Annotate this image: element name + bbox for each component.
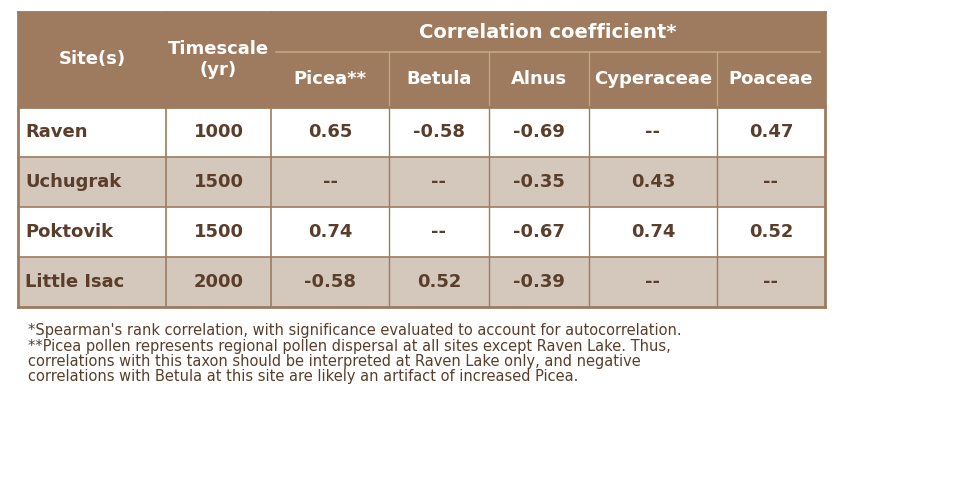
- Bar: [271, 52, 389, 107]
- Text: --: --: [763, 273, 779, 291]
- Text: -0.69: -0.69: [513, 123, 564, 141]
- Bar: [589, 207, 717, 257]
- Text: 0.52: 0.52: [417, 273, 461, 291]
- Bar: [489, 157, 589, 207]
- Text: Picea**: Picea**: [294, 71, 367, 88]
- Text: 0.65: 0.65: [308, 123, 352, 141]
- Bar: [589, 107, 717, 157]
- Text: --: --: [323, 173, 338, 191]
- Bar: [717, 257, 825, 307]
- Bar: [717, 107, 825, 157]
- Text: correlations with this taxon should be interpreted at Raven Lake only, and negat: correlations with this taxon should be i…: [28, 354, 640, 369]
- Text: *Spearman's rank correlation, with significance evaluated to account for autocor: *Spearman's rank correlation, with signi…: [28, 323, 682, 338]
- Text: Cyperaceae: Cyperaceae: [594, 71, 712, 88]
- Text: --: --: [645, 123, 660, 141]
- Bar: [18, 107, 166, 157]
- Text: Alnus: Alnus: [511, 71, 567, 88]
- Bar: [589, 257, 717, 307]
- Bar: [589, 157, 717, 207]
- Bar: [271, 157, 389, 207]
- Bar: [18, 207, 166, 257]
- Text: 0.74: 0.74: [631, 223, 675, 241]
- Text: 0.47: 0.47: [749, 123, 793, 141]
- Bar: [271, 12, 825, 52]
- Text: --: --: [763, 173, 779, 191]
- Text: -0.35: -0.35: [513, 173, 564, 191]
- Text: Correlation coefficient*: Correlation coefficient*: [420, 23, 677, 41]
- Text: 1500: 1500: [194, 223, 244, 241]
- Bar: [717, 157, 825, 207]
- Bar: [717, 207, 825, 257]
- Text: 1000: 1000: [194, 123, 244, 141]
- Bar: [18, 157, 166, 207]
- Bar: [489, 257, 589, 307]
- Bar: [166, 257, 271, 307]
- Text: 0.52: 0.52: [749, 223, 793, 241]
- Text: Raven: Raven: [25, 123, 87, 141]
- Text: Uchugrak: Uchugrak: [25, 173, 121, 191]
- Text: 0.74: 0.74: [308, 223, 352, 241]
- Text: 0.43: 0.43: [631, 173, 675, 191]
- Bar: [271, 257, 389, 307]
- Text: 1500: 1500: [194, 173, 244, 191]
- Text: **Picea pollen represents regional pollen dispersal at all sites except Raven La: **Picea pollen represents regional polle…: [28, 338, 671, 353]
- Bar: [389, 107, 489, 157]
- Bar: [489, 207, 589, 257]
- Bar: [389, 257, 489, 307]
- Text: --: --: [431, 173, 446, 191]
- Text: -0.58: -0.58: [413, 123, 465, 141]
- Text: correlations with Betula at this site are likely an artifact of increased Picea.: correlations with Betula at this site ar…: [28, 370, 578, 384]
- Bar: [271, 107, 389, 157]
- Bar: [389, 52, 489, 107]
- Text: Betula: Betula: [406, 71, 471, 88]
- Text: Poktovik: Poktovik: [25, 223, 113, 241]
- Bar: [389, 157, 489, 207]
- Text: --: --: [431, 223, 446, 241]
- Bar: [489, 107, 589, 157]
- Bar: [389, 207, 489, 257]
- Text: -0.58: -0.58: [304, 273, 356, 291]
- Text: 2000: 2000: [194, 273, 244, 291]
- Bar: [589, 52, 717, 107]
- Bar: [271, 207, 389, 257]
- Text: Site(s): Site(s): [59, 50, 126, 69]
- Bar: [18, 12, 166, 107]
- Text: --: --: [645, 273, 660, 291]
- Text: -0.67: -0.67: [513, 223, 564, 241]
- Bar: [18, 257, 166, 307]
- Text: Little Isac: Little Isac: [25, 273, 124, 291]
- Bar: [166, 157, 271, 207]
- Bar: [166, 207, 271, 257]
- Text: Poaceae: Poaceae: [729, 71, 813, 88]
- Bar: [166, 12, 271, 107]
- Bar: [717, 52, 825, 107]
- Bar: [489, 52, 589, 107]
- Text: -0.39: -0.39: [513, 273, 564, 291]
- Text: Timescale
(yr): Timescale (yr): [168, 40, 269, 79]
- Bar: [166, 107, 271, 157]
